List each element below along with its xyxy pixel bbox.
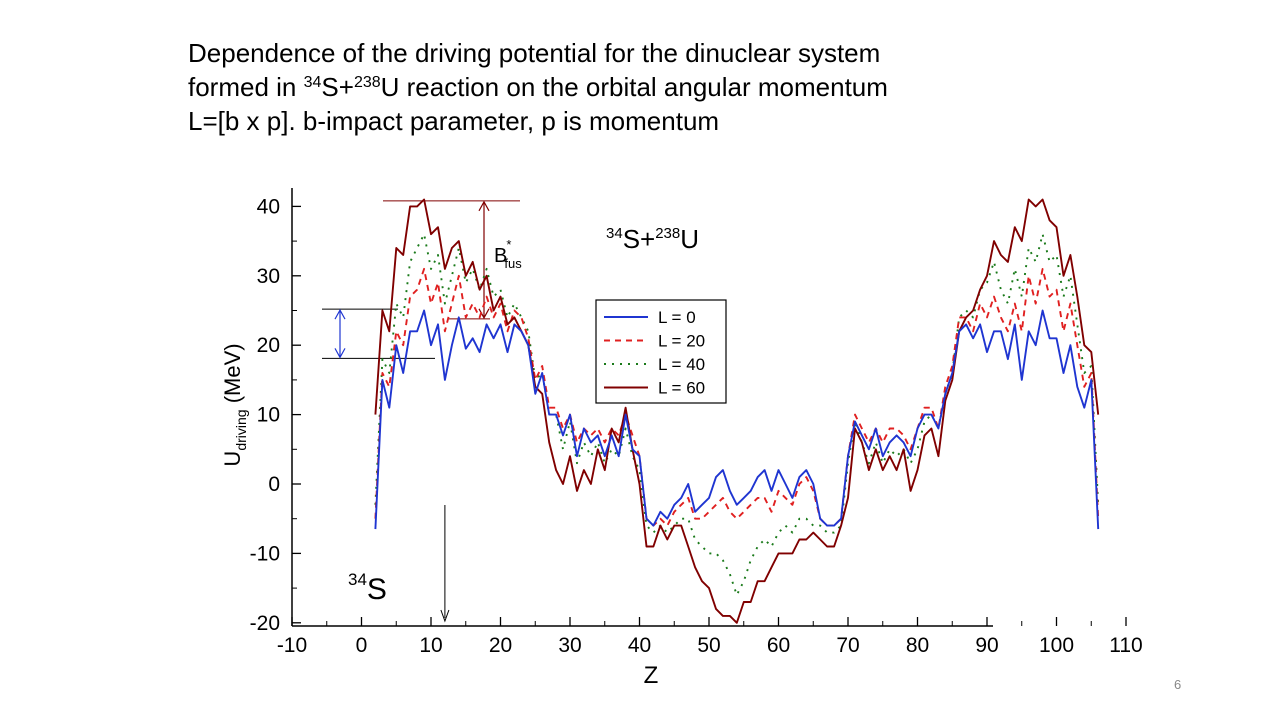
x-tick-label: 0	[356, 634, 368, 657]
y-tick-label: -20	[250, 612, 280, 635]
b0-arrow-head-up	[334, 308, 346, 320]
title-line-2-post: U reaction on the orbital angular moment…	[380, 72, 888, 102]
series-line-l-20	[374, 267, 1100, 527]
series-line-l-40	[374, 233, 1100, 596]
projectile-main: S	[367, 573, 387, 606]
bfus-sup: *	[506, 237, 511, 252]
bfus-main: B	[494, 245, 507, 267]
y-axis-label-unit: (MeV)	[220, 343, 245, 409]
y-tick-label: 30	[257, 265, 280, 288]
y-tick-label: -10	[250, 542, 280, 565]
y-axis-label-main: U	[220, 451, 245, 467]
reaction-label: 34S+238U	[606, 224, 699, 254]
slide-number: 6	[1174, 677, 1182, 692]
x-tick-label: 40	[628, 634, 651, 657]
legend: L = 0 L = 20 L = 40 L = 60	[595, 299, 727, 404]
x-axis-label: Z	[644, 662, 659, 689]
x-tick-label: 100	[1039, 634, 1074, 657]
x-tick-label: 30	[558, 634, 581, 657]
x-tick-label: 60	[767, 634, 790, 657]
bfus-label: B* fus	[494, 237, 522, 271]
title-line-2: formed in 34S+238U reaction on the orbit…	[188, 70, 1088, 104]
bfus-arrow-head-down	[478, 308, 490, 320]
projectile-label: 34S	[348, 570, 387, 606]
legend-label: L = 0	[658, 308, 696, 327]
series-lines	[374, 198, 1100, 624]
title-line-3: L=[b x p]. b-impact parameter, p is mome…	[188, 106, 720, 136]
y-axis-label: Udriving (MeV)	[220, 343, 249, 466]
legend-label: L = 40	[658, 355, 705, 374]
reaction-post: U	[680, 224, 699, 254]
title-line-2-pre: formed in	[188, 72, 304, 102]
x-tick-label: 70	[836, 634, 859, 657]
y-tick-label: 20	[257, 334, 280, 357]
title-line-2-mid: S+	[321, 72, 354, 102]
projectile-sup: 34	[348, 570, 367, 589]
reaction-sup-34: 34	[606, 225, 623, 242]
y-tick-label: 40	[257, 195, 280, 218]
x-tick-label: 20	[489, 634, 512, 657]
title-sup-238: 238	[353, 74, 381, 91]
x-tick-label: 50	[697, 634, 720, 657]
y-tick-label: 0	[268, 473, 280, 496]
projectile-arrow-head	[440, 609, 450, 623]
legend-label: L = 60	[658, 379, 705, 398]
b0-arrow-head-down	[334, 348, 346, 359]
x-tick-label: 80	[906, 634, 929, 657]
x-tick-label: 90	[975, 634, 998, 657]
series-line-l-60	[374, 198, 1100, 624]
slide-title: Dependence of the driving potential for …	[188, 36, 1088, 138]
legend-label: L = 20	[658, 332, 705, 351]
bfus-sub: fus	[504, 256, 522, 271]
reaction-mid: S+	[623, 224, 656, 254]
bfus-arrow-head-up	[478, 200, 490, 212]
x-tick-label: 10	[419, 634, 442, 657]
reaction-sup-238: 238	[655, 225, 680, 242]
series-line-l-0	[374, 309, 1100, 530]
y-axis-label-sub: driving	[233, 409, 249, 450]
x-tick-label: 110	[1109, 634, 1142, 657]
title-sup-34: 34	[303, 74, 322, 91]
x-tick-label: -10	[277, 634, 307, 657]
y-tick-label: 10	[257, 404, 280, 427]
title-line-1: Dependence of the driving potential for …	[188, 38, 881, 68]
